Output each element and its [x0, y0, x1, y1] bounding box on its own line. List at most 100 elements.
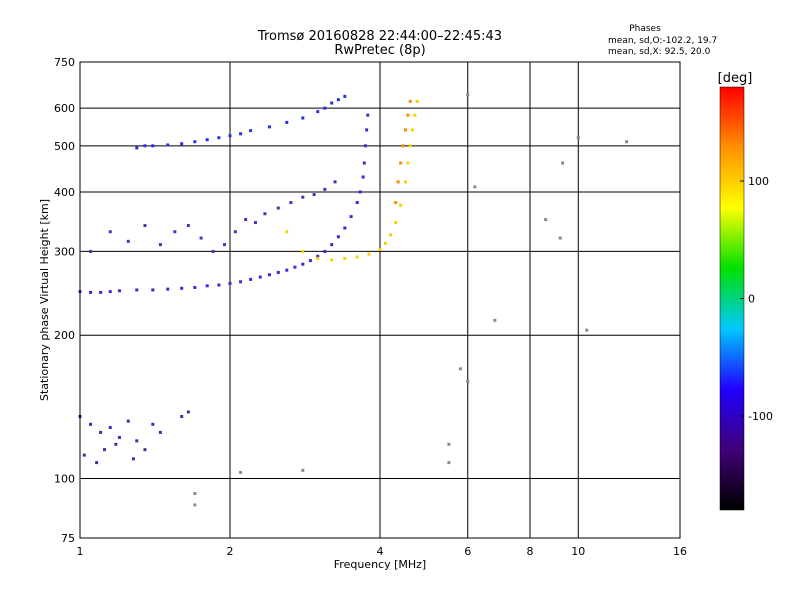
echo-point — [336, 235, 340, 239]
echo-point — [239, 132, 243, 136]
echo-point — [333, 180, 337, 184]
echo-point — [301, 195, 305, 199]
echo-point — [143, 448, 147, 452]
echo-point — [180, 142, 184, 146]
echo-point — [239, 280, 243, 284]
echo-point — [99, 430, 103, 434]
x-tick-label: 8 — [527, 545, 534, 558]
echo-point — [108, 425, 112, 429]
echo-point — [99, 290, 103, 294]
echo-point — [151, 288, 155, 292]
echo-point — [293, 265, 297, 269]
echo-point — [135, 439, 139, 443]
echo-point — [285, 120, 289, 124]
echo-point — [166, 143, 170, 147]
echo-point — [466, 379, 470, 383]
echo-point — [239, 470, 243, 474]
echo-point — [561, 161, 565, 165]
x-tick-labels: 1 2 4 6 8 10 16 — [77, 545, 688, 558]
y-tick-label: 750 — [54, 56, 75, 69]
data-points — [78, 93, 629, 507]
echo-point — [330, 258, 334, 262]
echo-point — [343, 256, 347, 260]
echo-point — [180, 286, 184, 290]
echo-point — [343, 94, 347, 98]
echo-point — [473, 185, 477, 189]
y-axis-label: Stationary phase Virtual Height [km] — [38, 199, 51, 401]
echo-point — [114, 442, 118, 446]
echo-point — [217, 136, 221, 140]
echo-point — [301, 249, 305, 253]
echo-point — [403, 180, 407, 184]
echo-point — [330, 243, 334, 247]
echo-point — [95, 461, 99, 465]
echo-point — [244, 218, 248, 222]
echo-point — [355, 255, 359, 259]
echo-point — [343, 226, 347, 230]
echo-point — [89, 290, 93, 294]
echo-point — [308, 259, 312, 263]
echo-point — [362, 161, 366, 165]
chart-title: Tromsø 20160828 22:44:00–22:45:43 — [257, 29, 502, 44]
echo-point — [228, 281, 232, 285]
echo-point — [383, 241, 387, 245]
echo-point — [249, 129, 253, 133]
echo-point — [276, 206, 280, 210]
echo-point — [158, 243, 162, 247]
y-tick-labels: 75 100 200 300 400 500 600 750 — [54, 56, 75, 545]
echo-point — [193, 285, 197, 289]
plot-frame — [79, 61, 681, 539]
echo-point — [249, 277, 253, 281]
echo-point — [458, 367, 462, 371]
echo-point — [173, 230, 177, 234]
echo-point — [193, 503, 197, 507]
colorbar-tick-label: 100 — [748, 175, 769, 188]
echo-point — [263, 212, 267, 216]
echo-point — [151, 422, 155, 426]
echo-point — [358, 190, 362, 194]
echo-point — [576, 136, 580, 140]
x-axis-label: Frequency [MHz] — [334, 558, 426, 571]
echo-point — [211, 249, 215, 253]
echo-point — [401, 144, 405, 148]
colorbar-label: [deg] — [718, 71, 753, 86]
echo-point — [330, 101, 334, 105]
echo-point — [143, 224, 147, 228]
echo-point — [117, 289, 121, 293]
echo-point — [413, 113, 417, 117]
echo-point — [365, 128, 369, 132]
echo-point — [285, 230, 289, 234]
stats-line-o: mean, sd,O:-102.2, 19.7 — [608, 36, 717, 46]
echo-point — [406, 161, 410, 165]
echo-point — [323, 106, 327, 110]
echo-point — [336, 98, 340, 102]
echo-point — [301, 116, 305, 120]
echo-point — [316, 256, 320, 260]
echo-point — [408, 144, 412, 148]
echo-point — [349, 215, 353, 219]
echo-point — [267, 125, 271, 129]
echo-point — [394, 201, 398, 205]
echo-point — [151, 144, 155, 148]
echo-point — [399, 161, 403, 165]
grid — [80, 62, 680, 538]
echo-point — [108, 230, 112, 234]
echo-point — [103, 448, 107, 452]
echo-point — [217, 283, 221, 287]
echo-point — [135, 288, 139, 292]
echo-point — [193, 140, 197, 144]
x-tick-label: 1 — [77, 545, 84, 558]
echo-point — [135, 146, 139, 150]
x-tick-label: 6 — [464, 545, 471, 558]
echo-point — [89, 422, 93, 426]
echo-point — [89, 249, 93, 253]
echo-point — [544, 218, 548, 222]
x-tick-label: 2 — [227, 545, 234, 558]
echo-point — [285, 268, 289, 272]
echo-point — [253, 221, 257, 225]
echo-point — [447, 461, 451, 465]
echo-point — [199, 236, 203, 240]
echo-point — [223, 243, 227, 247]
echo-point — [126, 419, 130, 423]
